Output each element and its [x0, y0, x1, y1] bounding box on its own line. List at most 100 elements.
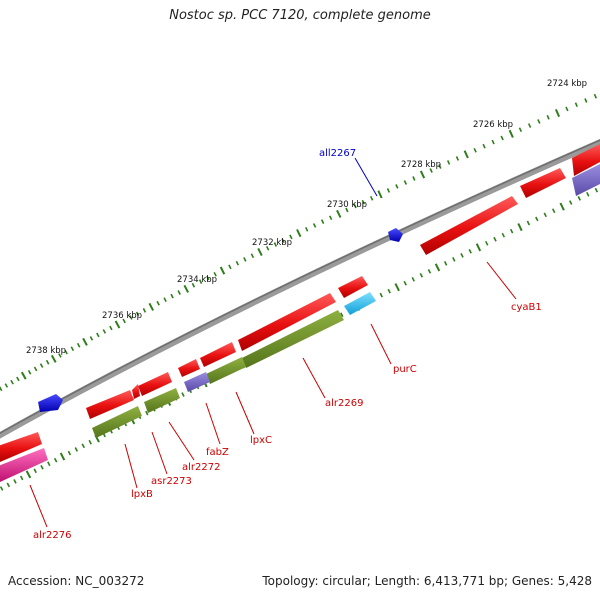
- scale-tick: [586, 191, 590, 197]
- scale-tick: [88, 439, 92, 445]
- scale-tick: [27, 370, 32, 375]
- gene-feature[interactable]: [92, 406, 142, 438]
- scale-tick: [156, 300, 160, 306]
- scale-tick: [40, 465, 44, 470]
- gene-label-alr2276[interactable]: alr2276: [33, 530, 71, 541]
- gene-label-cyaB1[interactable]: cyaB1: [511, 302, 542, 313]
- scale-tick: [543, 212, 547, 218]
- gene-label-all2267[interactable]: all2267: [319, 148, 356, 159]
- gene-feature[interactable]: [184, 372, 210, 392]
- scale-tick: [593, 93, 598, 99]
- gene-feature[interactable]: [0, 432, 42, 462]
- gene-feature[interactable]: [178, 359, 200, 377]
- scale-tick: [114, 320, 121, 329]
- scale-tick: [89, 336, 94, 341]
- gene-feature[interactable]: [242, 310, 344, 368]
- gene-feature[interactable]: [344, 292, 376, 315]
- forward-strand-features: [0, 144, 600, 482]
- scale-tick: [568, 200, 573, 205]
- scale-tick: [361, 199, 366, 205]
- scale-tick: [16, 376, 20, 382]
- scale-tick: [13, 479, 17, 484]
- gene-label-alr2272[interactable]: alr2272: [182, 462, 220, 473]
- scale-tick: [336, 209, 342, 218]
- scale-tick: [427, 269, 432, 274]
- scale-tick: [265, 245, 270, 251]
- gene-feature[interactable]: [132, 384, 140, 399]
- scale-tick: [129, 315, 133, 320]
- scale-tick: [320, 219, 325, 224]
- scale-tick: [109, 325, 113, 331]
- gene-feature[interactable]: [520, 168, 566, 198]
- gene-label-alr2269[interactable]: alr2269: [325, 398, 363, 409]
- scale-tick: [289, 234, 293, 240]
- scale-tick: [455, 156, 460, 161]
- scale-tick: [501, 232, 506, 238]
- scale-tick: [429, 168, 433, 173]
- scale-tick: [6, 482, 11, 488]
- gene-feature[interactable]: [144, 388, 180, 413]
- gene-label-lpxB[interactable]: lpxB: [131, 489, 153, 500]
- gene-label-fabZ[interactable]: fabZ: [206, 447, 229, 458]
- scale-tick: [81, 443, 86, 449]
- gene-label-purC[interactable]: purC: [393, 364, 417, 375]
- gene-feature-all2267[interactable]: [388, 228, 403, 242]
- scale-tick: [546, 114, 550, 120]
- label-leaders: [29, 157, 517, 528]
- scale-tick: [4, 383, 9, 388]
- gene-feature[interactable]: [200, 342, 236, 367]
- scale-tick: [0, 386, 3, 392]
- scale-tick: [473, 147, 477, 153]
- scale-tick: [537, 119, 541, 124]
- scale-tick-label: 2724 kbp: [547, 79, 587, 89]
- scale-tick-label: 2734 kbp: [177, 275, 217, 285]
- gene-feature[interactable]: [206, 357, 246, 384]
- scale-tick: [535, 216, 539, 222]
- scale-tick: [191, 282, 196, 288]
- gene-feature[interactable]: [86, 390, 134, 419]
- scale-tick: [304, 226, 309, 232]
- gene-feature[interactable]: [0, 448, 48, 482]
- scale-tick: [177, 290, 181, 295]
- gene-feature[interactable]: [238, 293, 336, 351]
- scale-tick: [96, 332, 100, 338]
- scale-tick: [148, 302, 154, 311]
- gene-feature[interactable]: [138, 372, 172, 396]
- gene-feature[interactable]: [420, 196, 518, 255]
- scale-tick: [296, 229, 302, 238]
- scale-tick: [70, 346, 75, 351]
- scale-tick: [387, 288, 391, 294]
- scale-tick: [584, 98, 588, 103]
- gene-label-asr2273[interactable]: asr2273: [151, 476, 192, 487]
- scale-tick: [517, 223, 523, 232]
- scale-tick: [340, 312, 344, 317]
- scale-tick: [394, 283, 400, 292]
- scale-tick-label: 2730 kbp: [327, 200, 367, 210]
- scale-tick: [345, 207, 349, 213]
- scale-tick: [463, 150, 469, 159]
- gene-feature[interactable]: [572, 144, 600, 176]
- gene-feature[interactable]: [572, 164, 600, 196]
- scale-tick: [257, 247, 263, 257]
- scale-tick-label: 2738 kbp: [26, 346, 66, 356]
- scale-tick: [76, 342, 81, 348]
- scale-tick: [438, 164, 442, 169]
- scale-tick: [235, 260, 240, 266]
- scale-tick: [142, 308, 147, 313]
- scale-tick: [559, 202, 565, 211]
- scale-tick: [64, 349, 68, 355]
- scale-tick: [20, 371, 27, 380]
- scale-tick: [74, 447, 79, 452]
- scale-tick: [33, 366, 38, 372]
- gene-feature[interactable]: [338, 276, 368, 298]
- scale-tick: [50, 354, 57, 363]
- scale-tick: [39, 363, 44, 368]
- gene-feature[interactable]: [38, 394, 63, 412]
- gene-label-lpxC[interactable]: lpxC: [250, 435, 272, 446]
- scale-tick: [452, 257, 456, 262]
- scale-tick: [403, 280, 407, 286]
- scale-tick: [25, 470, 32, 479]
- scale-tick: [403, 180, 408, 185]
- scale-tick: [19, 475, 24, 481]
